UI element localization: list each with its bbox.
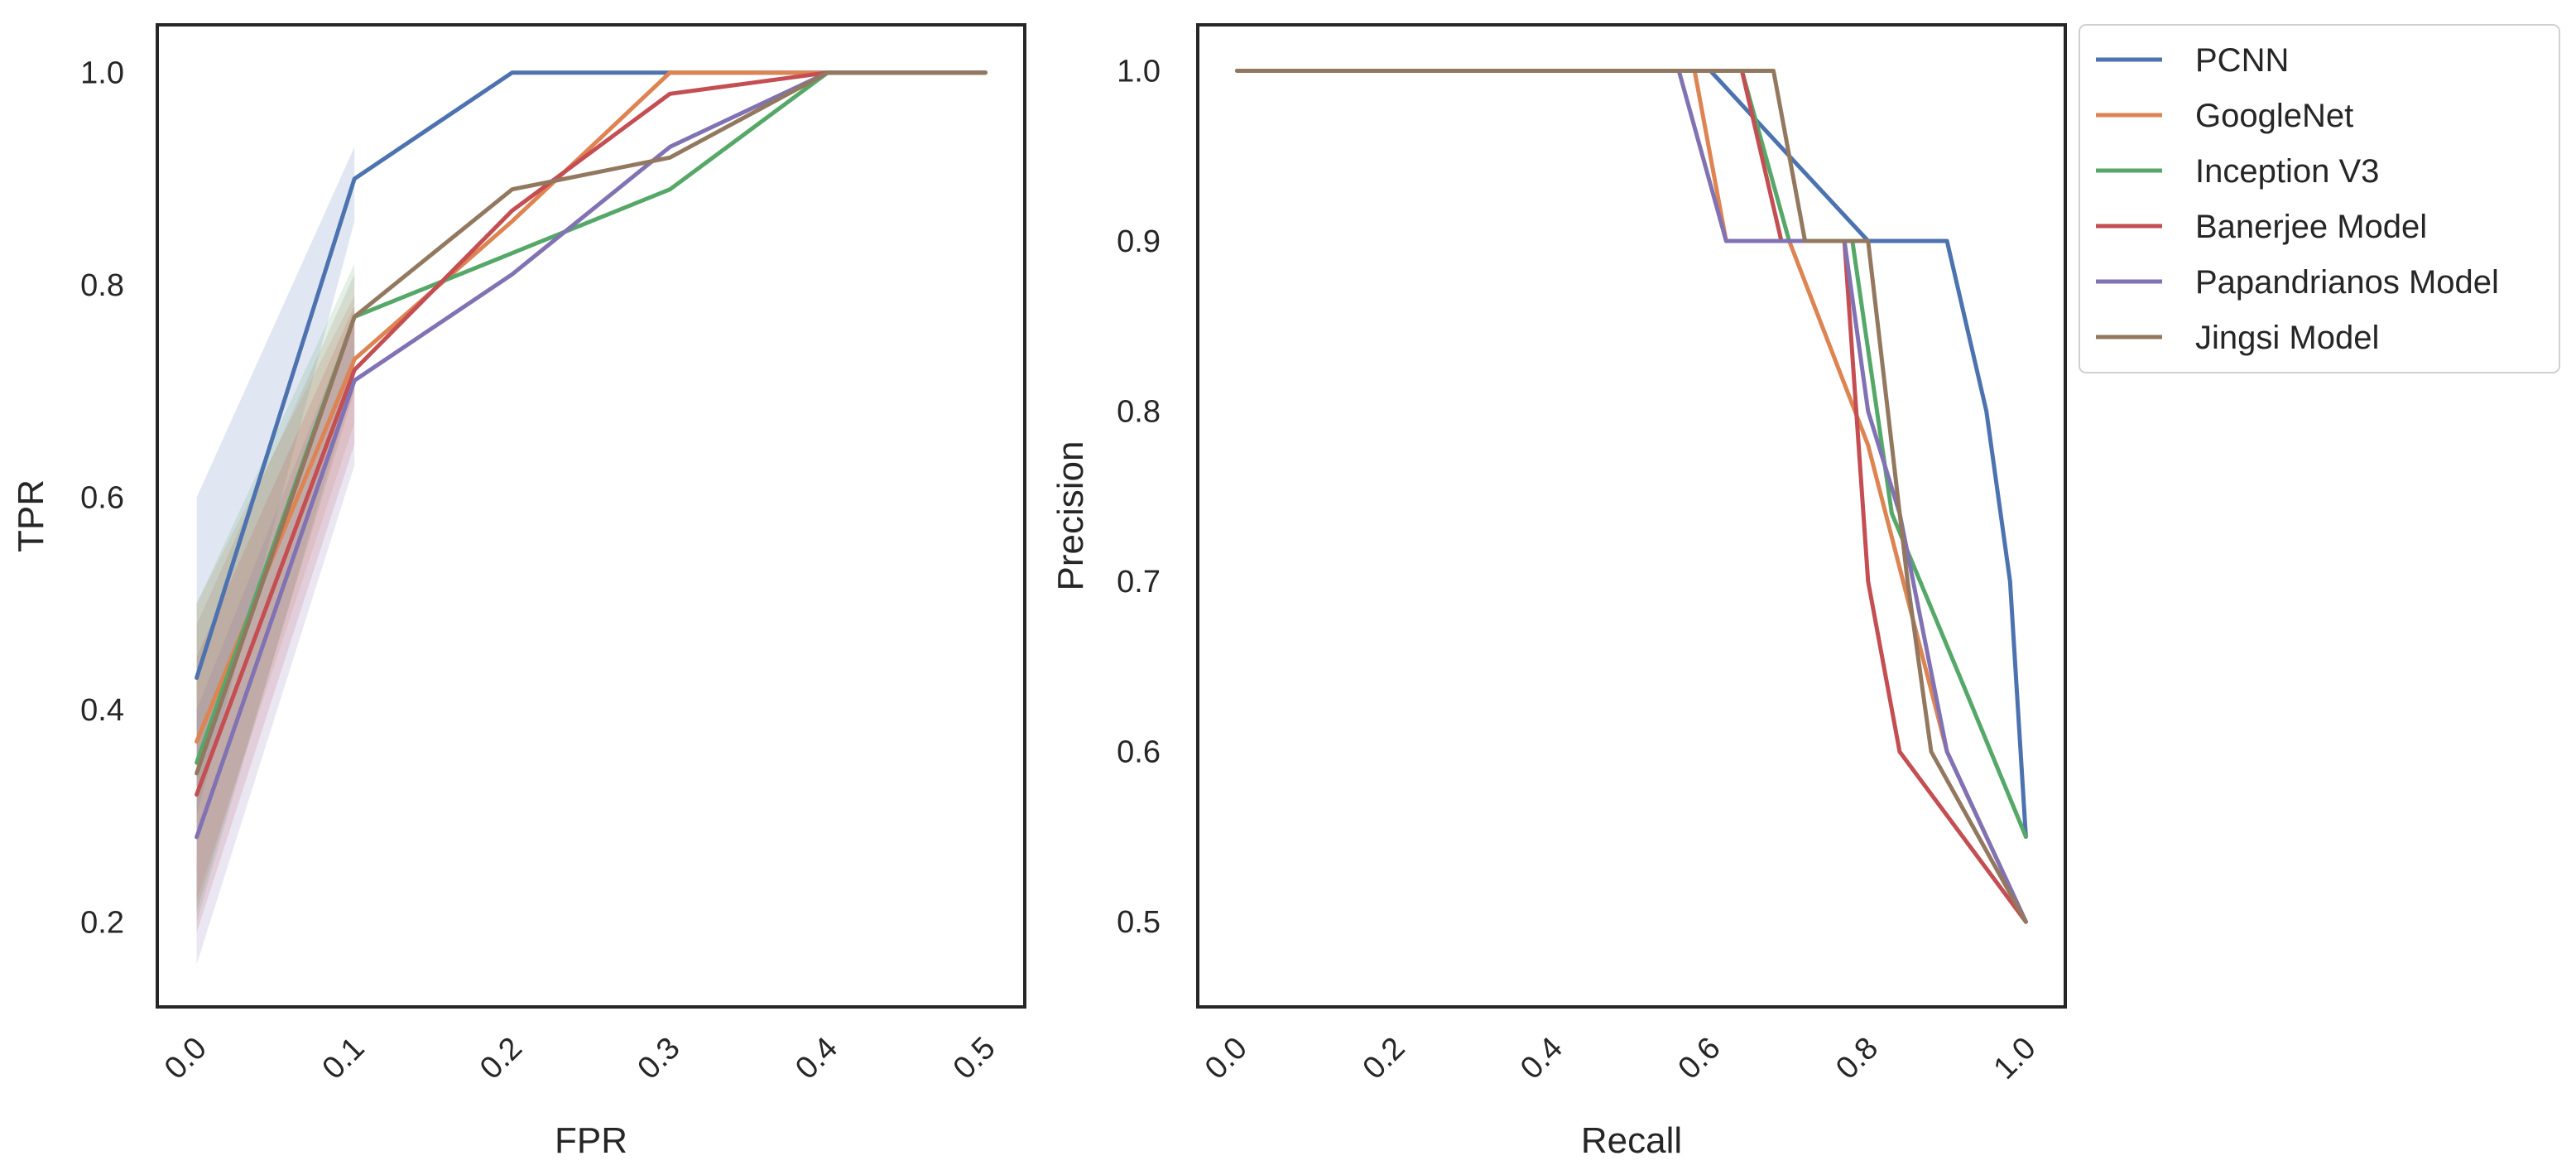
pr-line-banerjee-model (1235, 69, 2028, 924)
precision-recall-chart: 0.5 0.6 0.7 0.8 0.9 1.0 0.0 0.2 0.4 0.6 0.8 1.0 Reca… (1050, 23, 2067, 1161)
roc-xtick-label: 0.5 (947, 1031, 1002, 1086)
roc-xtick-label: 0.0 (158, 1031, 214, 1086)
pr-line-inception-v3 (1235, 69, 2028, 839)
roc-plot-frame (156, 23, 1026, 1009)
pr-ytick-label: 0.9 (1117, 224, 1161, 259)
pr-xtick-label: 0.0 (1199, 1031, 1254, 1086)
pr-xtick-label: 1.0 (1987, 1031, 2043, 1086)
pr-line-pcnn (1235, 69, 2028, 839)
pr-ytick-label: 0.8 (1117, 395, 1161, 430)
pr-ytick-label: 1.0 (1117, 54, 1161, 89)
roc-x-axis-label: FPR (555, 1120, 627, 1161)
roc-xtick-label: 0.1 (315, 1031, 371, 1086)
pr-xtick-label: 0.2 (1356, 1031, 1411, 1086)
roc-y-axis-label: TPR (11, 479, 51, 552)
pr-y-axis-label: Precision (1050, 441, 1091, 591)
pr-xtick-label: 0.4 (1514, 1031, 1569, 1086)
roc-ytick-label: 0.6 (80, 481, 124, 516)
legend-label-inception-v3: Inception V3 (2195, 153, 2379, 190)
pr-line-papandrianos-model (1235, 69, 2028, 924)
pr-line-googlenet (1235, 69, 2028, 924)
pr-plot-frame (1196, 23, 2067, 1009)
legend-label-googlenet: GoogleNet (2195, 98, 2353, 134)
pr-xtick-label: 0.8 (1829, 1031, 1885, 1086)
roc-xtick-label: 0.3 (632, 1031, 687, 1086)
pr-line-jingsi-model (1235, 69, 2028, 924)
legend-box (2079, 24, 2560, 373)
pr-x-axis-label: Recall (1581, 1120, 1682, 1161)
legend-label-pcnn: PCNN (2195, 42, 2289, 79)
roc-ytick-label: 0.2 (80, 905, 124, 940)
roc-chart: 0.2 0.4 0.6 0.8 1.0 0.0 0.1 0.2 0.3 0.4 0.5 FPR TPR (11, 23, 1026, 1161)
roc-line-jingsi-model (195, 70, 988, 776)
legend: PCNN GoogleNet Inception V3 Banerjee Model P… (2079, 24, 2560, 373)
roc-ytick-label: 1.0 (80, 56, 124, 91)
roc-ytick-label: 0.8 (80, 268, 124, 303)
roc-ytick-label: 0.4 (80, 693, 124, 728)
pr-xtick-label: 0.6 (1672, 1031, 1728, 1086)
pr-ytick-label: 0.7 (1117, 565, 1161, 600)
legend-label-jingsi-model: Jingsi Model (2195, 320, 2379, 356)
roc-xtick-label: 0.4 (789, 1031, 844, 1086)
legend-label-papandrianos-model: Papandrianos Model (2195, 264, 2499, 301)
roc-xtick-label: 0.2 (473, 1031, 529, 1086)
pr-ytick-label: 0.6 (1117, 735, 1161, 770)
roc-band-banerjee-model (196, 306, 355, 933)
roc-band-googlenet (196, 296, 355, 901)
pr-ytick-label: 0.5 (1117, 905, 1161, 940)
legend-label-banerjee-model: Banerjee Model (2195, 209, 2427, 245)
